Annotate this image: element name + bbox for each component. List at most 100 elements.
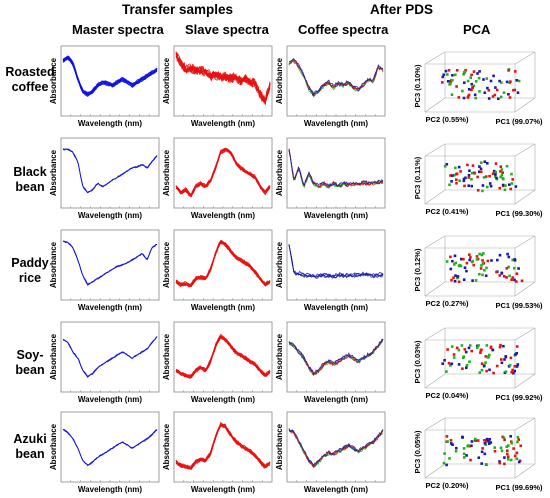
pca-point <box>484 463 488 466</box>
spectrum-line <box>62 148 158 194</box>
pca-point <box>502 344 505 348</box>
pca-point <box>455 172 459 175</box>
pca-point <box>498 274 502 277</box>
pca-box-edge <box>514 235 536 249</box>
pca-point <box>510 440 513 443</box>
pca-point <box>507 255 511 259</box>
pca-point <box>489 79 493 83</box>
pca-point <box>465 269 468 273</box>
pca-point <box>479 351 482 355</box>
pca-point <box>450 345 454 348</box>
pca-point <box>468 360 471 363</box>
pca-point <box>468 253 471 256</box>
pca-box-edge <box>424 463 446 479</box>
pca-point <box>481 447 484 450</box>
pca-point <box>446 440 449 443</box>
pca-point <box>482 252 485 255</box>
pca-point <box>485 437 489 441</box>
pca-point <box>484 175 488 178</box>
pca-point <box>515 451 519 455</box>
pca-point <box>485 266 488 270</box>
pca-point <box>455 85 458 88</box>
pca-point <box>504 370 508 373</box>
pca-box-edge <box>514 97 536 113</box>
x-axis-label: Wavelength (nm) <box>78 303 142 312</box>
spectra-panel-frame <box>60 321 160 393</box>
pca-point <box>445 463 448 467</box>
pca-point <box>442 461 446 465</box>
pca-point <box>517 438 520 441</box>
pca-point <box>487 442 491 445</box>
pca-point <box>456 275 460 278</box>
y-axis-label: Absorbance <box>275 333 284 380</box>
pca-point <box>454 274 457 277</box>
pca-box-edge <box>514 281 536 297</box>
pca-point <box>449 439 453 442</box>
pca-point <box>462 179 466 183</box>
y-axis-label: Absorbance <box>49 333 58 380</box>
pca-point <box>514 185 518 188</box>
x-axis-label: Wavelength (nm) <box>304 119 368 128</box>
pca-point <box>467 93 471 97</box>
pca-point <box>508 363 512 367</box>
col-header-pca: PCA <box>463 22 491 37</box>
x-axis-label: Wavelength (nm) <box>304 395 368 404</box>
pca-point <box>480 348 483 352</box>
pca-point <box>467 444 470 447</box>
row-label-line1: Soy- <box>16 348 44 362</box>
pca-box-edge <box>424 235 446 249</box>
pca-point <box>490 259 493 262</box>
pca-point <box>494 86 497 89</box>
pca-point <box>496 258 499 262</box>
pca-point <box>486 259 490 263</box>
pca-point <box>485 77 489 80</box>
pca-point <box>479 170 483 174</box>
x-axis-label: Wavelength (nm) <box>78 395 142 404</box>
pca-point <box>493 449 497 453</box>
pca-point <box>476 189 480 192</box>
pca-point <box>503 438 506 442</box>
pca-point <box>483 439 486 442</box>
pca-point <box>505 267 509 270</box>
pca-point <box>474 279 478 282</box>
pca-point <box>472 70 476 73</box>
pca-point <box>491 172 495 175</box>
pca-point <box>510 441 514 445</box>
pca-point <box>470 171 474 175</box>
x-axis-label: Wavelength (nm) <box>191 211 255 220</box>
x-axis-label: Wavelength (nm) <box>304 211 368 220</box>
pca-point <box>449 267 453 271</box>
spectrum-line <box>62 429 158 466</box>
pca-point <box>499 95 503 99</box>
pca-point <box>494 170 497 174</box>
pca-point <box>493 93 497 97</box>
pca-point <box>454 73 457 77</box>
pca-point <box>457 280 461 284</box>
pca-point <box>510 370 513 374</box>
spectrum-line <box>175 239 271 287</box>
pca-point <box>509 187 512 191</box>
pca-point <box>510 182 514 185</box>
row-label-line2: bean <box>15 447 45 461</box>
row-label-line2: bean <box>15 363 45 377</box>
pca-point <box>465 454 468 457</box>
pca-pc2-label: PC2 (0.20%) <box>426 481 469 490</box>
pca-point <box>451 74 454 77</box>
pca-point <box>457 348 461 352</box>
pca-point <box>457 165 461 169</box>
row-label-roasted-coffee: Roasted coffee <box>1 65 59 95</box>
pca-point <box>463 266 467 269</box>
pca-point <box>502 275 506 278</box>
pca-point <box>498 460 501 463</box>
pca-point <box>481 189 484 193</box>
y-axis-label: Absorbance <box>275 149 284 196</box>
pca-point <box>506 455 510 459</box>
pca-pc2-label: PC2 (0.55%) <box>426 115 469 124</box>
pca-point <box>474 439 478 442</box>
pca-point <box>489 346 493 349</box>
pca-point <box>476 346 479 349</box>
pca-point <box>513 454 517 458</box>
pca-point <box>472 84 476 88</box>
pca-point <box>480 462 483 465</box>
